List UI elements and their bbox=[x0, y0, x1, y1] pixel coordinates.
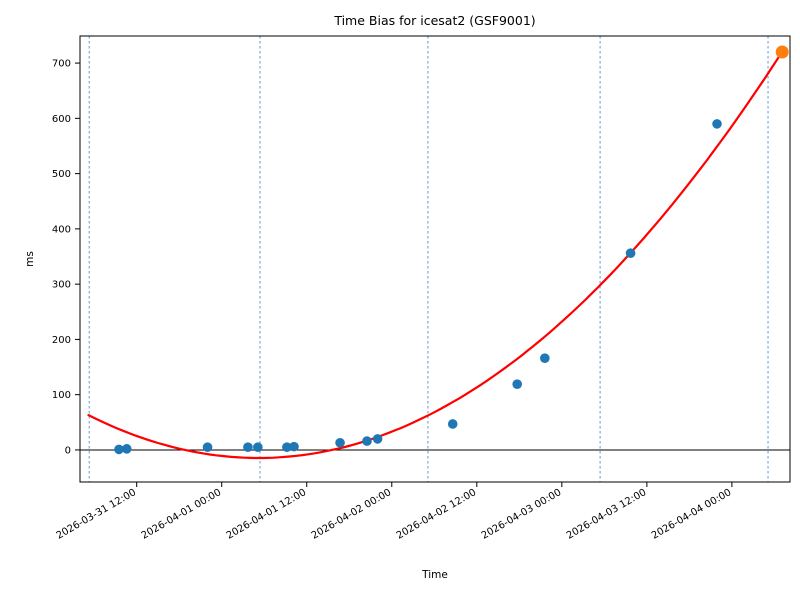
predicted-bias-point bbox=[775, 45, 789, 59]
fit-curve-layer bbox=[87, 50, 784, 460]
measured-bias-point bbox=[335, 437, 345, 448]
y-tick-label: 700 bbox=[52, 59, 71, 70]
x-tick-label: 2026-04-03 00:00 bbox=[480, 487, 564, 542]
y-tick-label: 500 bbox=[52, 169, 71, 180]
y-tick-label: 100 bbox=[52, 390, 71, 401]
measured-bias-point bbox=[121, 444, 132, 454]
fit-curve-path bbox=[87, 50, 784, 460]
measured-bias-point bbox=[243, 442, 253, 452]
x-tick-label: 2026-04-01 00:00 bbox=[140, 487, 224, 542]
measured-bias-point bbox=[114, 444, 124, 455]
measured-bias-point bbox=[712, 119, 722, 129]
y-tick-label: 200 bbox=[52, 335, 71, 346]
chart-title: Time Bias for icesat2 (GSF9001) bbox=[333, 13, 535, 28]
measured-bias-point bbox=[282, 442, 292, 452]
y-tick-label: 400 bbox=[52, 224, 71, 235]
measured-bias-point bbox=[253, 442, 263, 452]
y-tick-label: 600 bbox=[52, 114, 71, 125]
x-tick-label: 2026-04-01 12:00 bbox=[225, 487, 309, 542]
y-tick-label: 0 bbox=[65, 445, 71, 456]
scatter-points-layer bbox=[114, 45, 789, 455]
measured-bias-point bbox=[289, 441, 299, 452]
measured-bias-point bbox=[512, 379, 522, 389]
measured-bias-point bbox=[625, 248, 636, 258]
measured-bias-point bbox=[372, 434, 383, 444]
x-tick-label: 2026-04-02 12:00 bbox=[395, 487, 479, 542]
day-marker-vlines bbox=[88, 36, 769, 482]
x-tick-label: 2026-03-31 12:00 bbox=[55, 487, 139, 542]
x-tick-label: 2026-04-02 00:00 bbox=[310, 487, 394, 542]
y-axis-label: ms bbox=[24, 251, 36, 267]
measured-bias-point bbox=[447, 419, 458, 429]
plot-spines bbox=[79, 35, 791, 483]
measured-bias-point bbox=[540, 353, 550, 364]
x-axis-label: Time bbox=[421, 569, 448, 581]
x-tick-label: 2026-04-04 00:00 bbox=[650, 487, 734, 542]
y-tick-label: 300 bbox=[52, 280, 71, 291]
measured-bias-point bbox=[362, 436, 372, 446]
measured-bias-point bbox=[202, 442, 213, 452]
axes-layer: 2026-03-31 12:00 2026-04-01 00:00 2026-04-… bbox=[52, 35, 791, 542]
x-tick-label: 2026-04-03 12:00 bbox=[565, 487, 649, 542]
